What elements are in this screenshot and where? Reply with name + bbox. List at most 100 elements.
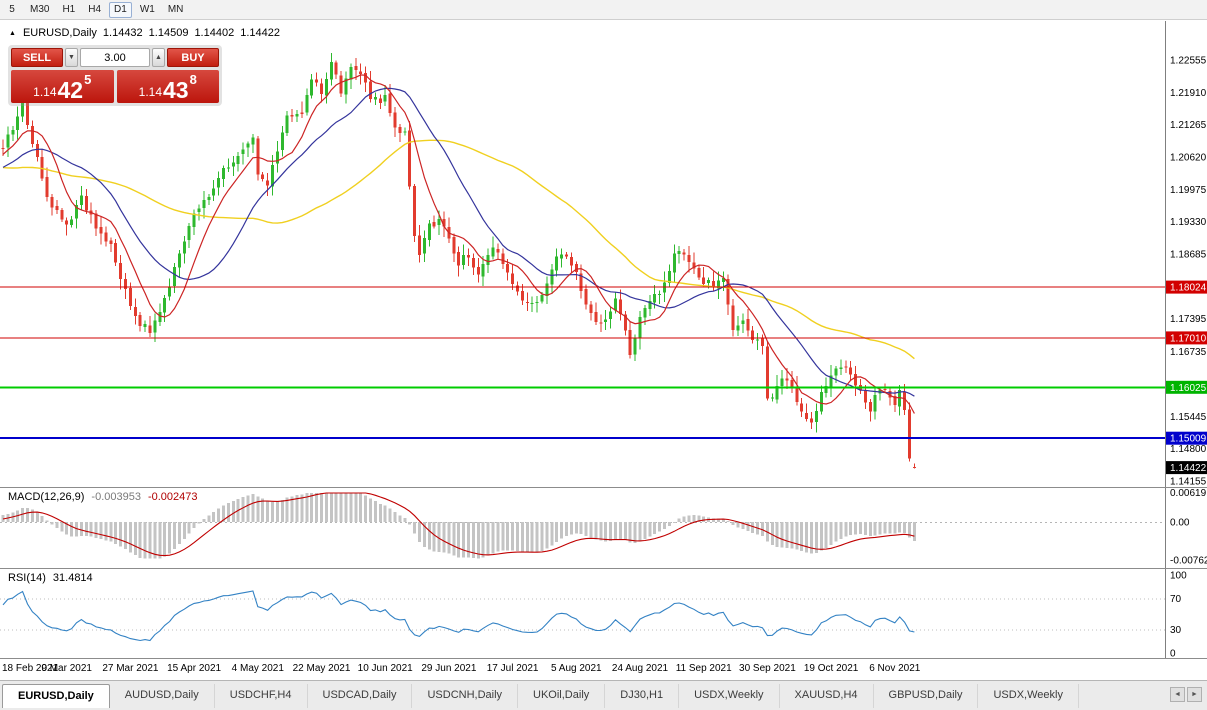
chart-tab[interactable]: EURUSD,Daily [2,684,110,708]
date-label: 18 Feb 2021 [2,663,59,674]
timeframe-button-5[interactable]: 5 [2,2,22,18]
chart-symbol-ohlc: ▲ EURUSD,Daily 1.14432 1.14509 1.14402 1… [9,27,280,39]
horizontal-level-lines[interactable] [0,286,1165,440]
rsi-value: 31.4814 [52,572,93,584]
chart-tab-bar: EURUSD,Daily AUDUSD,Daily USDCHF,H4 USDCAD,… [0,680,1207,710]
svg-text:0.00: 0.00 [1170,518,1190,529]
date-label: 30 Sep 2021 [739,663,796,674]
sell-price-display[interactable]: 1.14 42 5 [11,70,114,103]
svg-text:0.00619: 0.00619 [1170,488,1207,499]
price-axis[interactable]: 1.22555 1.21910 1.21265 1.20620 1.19975 1.193… [1165,21,1207,487]
sell-price-prefix: 1.14 [33,85,57,99]
one-click-trading-panel: SELL ▼ ▲ BUY 1.14 42 5 1.14 43 8 [8,45,222,106]
timeframe-button-d1[interactable]: D1 [109,1,132,18]
rsi-indicator-canvas[interactable]: 100 70 30 0 [0,569,1207,658]
chart-tab[interactable]: AUDUSD,Daily [110,684,215,708]
macd-signal-line [2,492,915,557]
chart-tab[interactable]: DJ30,H1 [605,684,680,708]
panel-separator[interactable] [0,487,1207,488]
buy-price-main: 43 [163,77,189,103]
chart-tab[interactable]: USDCAD,Daily [308,684,413,708]
svg-text:1.22555: 1.22555 [1170,56,1207,67]
timeframe-button-h1[interactable]: H1 [57,2,80,18]
buy-price-prefix: 1.14 [138,85,163,99]
timeframe-button-m30[interactable]: M30 [25,2,54,18]
sell-price-pip: 5 [84,72,92,87]
svg-text:1.16025: 1.16025 [1170,383,1207,394]
date-label: 27 Mar 2021 [102,663,159,674]
svg-text:1.20620: 1.20620 [1170,153,1207,164]
date-label: 11 Sep 2021 [675,663,732,674]
svg-text:1.18024: 1.18024 [1170,283,1207,294]
svg-text:1.21265: 1.21265 [1170,120,1207,131]
macd-label: MACD(12,26,9) -0.003953 -0.002473 [8,491,198,503]
tabs-scroll-left-button[interactable]: ◄ [1170,687,1185,702]
buy-price-display[interactable]: 1.14 43 8 [116,70,219,103]
svg-text:-0.00762: -0.00762 [1170,556,1207,567]
svg-text:1.14155: 1.14155 [1170,477,1207,488]
sell-price-main: 42 [57,77,84,103]
ohlc-low: 1.14402 [194,27,235,39]
collapse-trade-panel-icon[interactable]: ▲ [9,29,16,37]
svg-text:1.14800: 1.14800 [1170,444,1207,455]
lot-decrement-button[interactable]: ▼ [65,48,78,67]
macd-histogram [1,493,916,559]
date-label: 17 Jul 2021 [486,663,539,674]
macd-indicator-canvas[interactable]: 0.00619 0.00 -0.00762 [0,488,1207,568]
date-label: 22 May 2021 [292,663,351,674]
ohlc-open: 1.14432 [102,27,143,39]
date-label: 15 Apr 2021 [167,663,222,674]
timeframe-button-w1[interactable]: W1 [135,2,160,18]
lot-increment-button[interactable]: ▲ [152,48,165,67]
lot-size-input[interactable] [80,48,150,67]
time-axis[interactable]: 18 Feb 2021 9 Mar 2021 27 Mar 2021 15 Apr 2… [0,659,1165,680]
timeframe-button-mn[interactable]: MN [163,2,189,18]
buy-button[interactable]: BUY [167,48,219,67]
svg-text:1.15445: 1.15445 [1170,412,1207,423]
svg-text:1.19975: 1.19975 [1170,185,1207,196]
macd-signal-value: -0.002473 [147,491,198,503]
svg-text:1.16735: 1.16735 [1170,347,1207,358]
timeframe-toolbar: 5 M30 H1 H4 D1 W1 MN [0,0,1207,20]
chart-symbol-label: EURUSD,Daily [22,27,97,39]
panel-separator[interactable] [0,568,1207,569]
price-chart-canvas[interactable]: 1.22555 1.21910 1.21265 1.20620 1.19975 1.193… [0,21,1207,487]
moving-averages [2,74,915,414]
svg-text:1.21910: 1.21910 [1170,88,1207,99]
tabs-scroll-right-button[interactable]: ► [1187,687,1202,702]
svg-text:0: 0 [1170,649,1176,659]
timeframe-button-h4[interactable]: H4 [83,2,106,18]
buy-price-pip: 8 [189,72,197,87]
svg-text:1.14422: 1.14422 [1170,463,1207,474]
candles [1,52,916,469]
rsi-name: RSI(14) [8,572,46,584]
rsi-label: RSI(14) 31.4814 [8,572,93,584]
svg-text:30: 30 [1170,625,1182,636]
svg-text:1.17010: 1.17010 [1170,333,1207,344]
macd-main-value: -0.003953 [91,491,141,503]
date-label: 24 Aug 2021 [611,663,669,674]
chart-tab[interactable]: GBPUSD,Daily [874,684,979,708]
chart-tab[interactable]: USDX,Weekly [679,684,780,708]
chart-tabs: EURUSD,Daily AUDUSD,Daily USDCHF,H4 USDCAD,… [2,684,1166,708]
tab-scroll-controls: ◄ ► [1170,687,1202,702]
svg-text:70: 70 [1170,594,1182,605]
date-label: 6 Nov 2021 [869,663,921,674]
chart-tab[interactable]: USDCHF,H4 [215,684,308,708]
chart-tab[interactable]: XAUUSD,H4 [780,684,874,708]
date-label: 19 Oct 2021 [803,663,859,674]
chart-tab[interactable]: USDX,Weekly [978,684,1079,708]
chart-tab[interactable]: USDCNH,Daily [412,684,519,708]
date-label: 10 Jun 2021 [357,663,413,674]
ohlc-close: 1.14422 [240,27,280,39]
svg-text:100: 100 [1170,571,1187,582]
svg-text:1.17395: 1.17395 [1170,314,1207,325]
svg-text:1.15009: 1.15009 [1170,434,1207,445]
chart-tab[interactable]: UKOil,Daily [518,684,606,708]
svg-text:1.18685: 1.18685 [1170,250,1207,261]
rsi-line [2,590,915,642]
date-label: 5 Aug 2021 [550,663,602,674]
sell-button[interactable]: SELL [11,48,63,67]
panel-separator[interactable] [0,658,1207,659]
